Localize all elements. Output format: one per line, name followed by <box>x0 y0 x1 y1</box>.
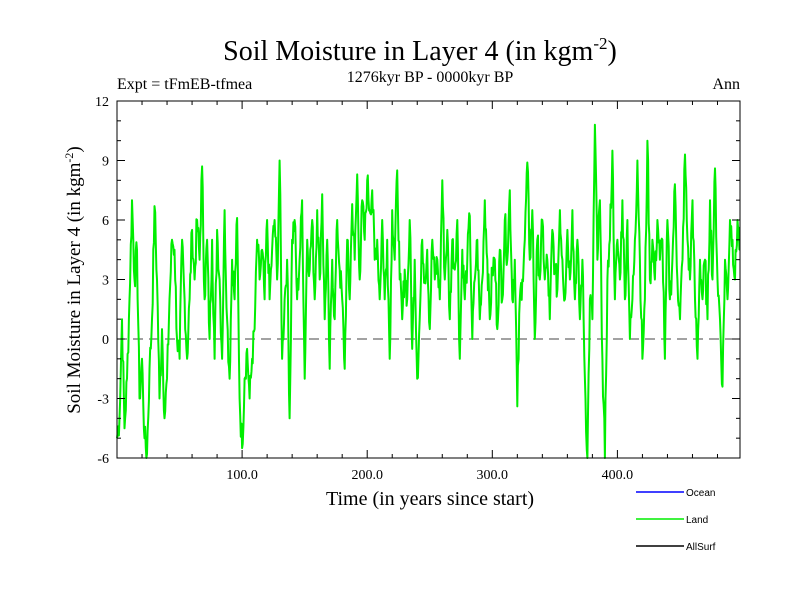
plot-area: -6 -3 0 3 6 9 12 100.0 200.0 300.0 400.0 <box>95 95 741 483</box>
chart-title-main: Soil Moisture in Layer 4 (in kgm <box>223 36 593 67</box>
y-tick-label: -6 <box>97 452 109 467</box>
chart-title: Soil Moisture in Layer 4 (in kgm-2) <box>223 34 617 67</box>
y-axis-label-main: Soil Moisture in Layer 4 (in kgm <box>64 162 85 413</box>
legend: Ocean Land AllSurf <box>636 488 716 553</box>
chart-title-end: ) <box>608 36 617 67</box>
x-tick-label: 200.0 <box>351 468 383 483</box>
legend-label-allsurf: AllSurf <box>686 542 716 553</box>
y-tick-label: 0 <box>102 333 109 348</box>
x-tick-label: 400.0 <box>602 468 634 483</box>
x-axis-ticks: 100.0 200.0 300.0 400.0 <box>141 101 718 483</box>
x-tick-label: 100.0 <box>226 468 258 483</box>
legend-label-ocean: Ocean <box>686 488 715 499</box>
chart-subtitle: 1276kyr BP - 0000kyr BP <box>347 69 514 86</box>
series-land-line <box>116 123 741 459</box>
chart-title-sup: -2 <box>593 34 607 53</box>
y-tick-label: 9 <box>102 155 109 170</box>
experiment-label: Expt = tFmEB-tfmea <box>117 76 252 93</box>
season-label: Ann <box>712 76 740 93</box>
x-tick-label: 300.0 <box>477 468 509 483</box>
x-axis-label: Time (in years since start) <box>326 488 534 510</box>
y-tick-label: 6 <box>102 214 109 229</box>
legend-label-land: Land <box>686 515 708 526</box>
y-axis-label-end: ) <box>64 146 85 152</box>
y-tick-label: 3 <box>102 274 109 289</box>
y-axis-label: Soil Moisture in Layer 4 (in kgm-2) <box>62 146 85 414</box>
y-axis-ticks: -6 -3 0 3 6 9 12 <box>95 95 740 467</box>
y-tick-label: -3 <box>97 393 109 408</box>
y-tick-label: 12 <box>95 95 109 110</box>
y-axis-label-sup: -2 <box>62 153 76 163</box>
